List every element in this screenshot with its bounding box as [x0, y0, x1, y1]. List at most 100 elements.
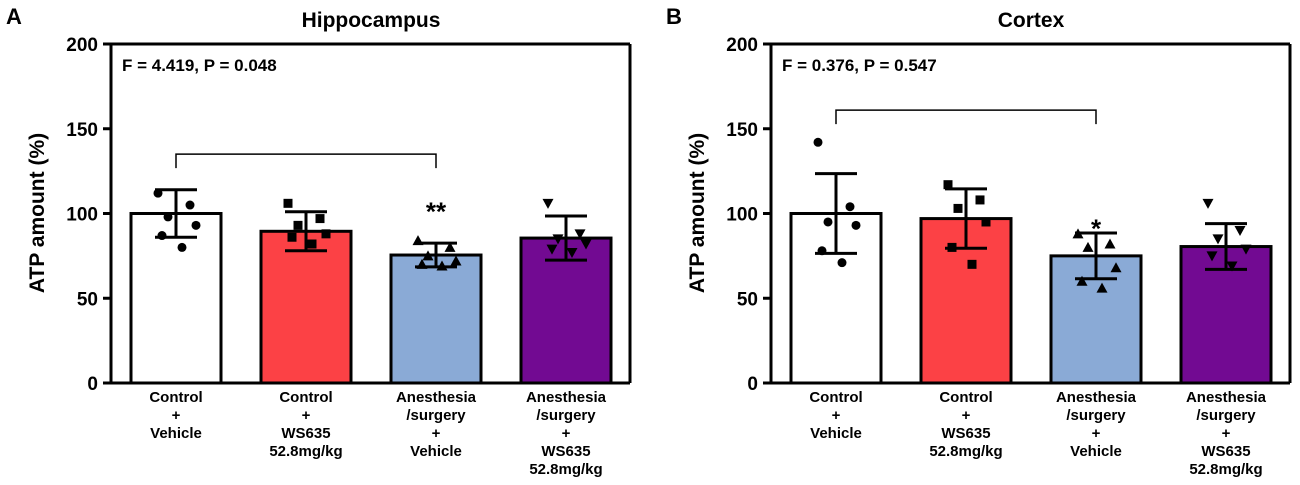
x-tick-label-line: Vehicle: [1070, 443, 1122, 460]
data-point: [546, 244, 558, 255]
data-point: [416, 258, 428, 269]
data-point: [837, 258, 847, 268]
y-tick-label: 200: [66, 35, 98, 56]
bar-1: [129, 212, 223, 385]
data-point: [191, 220, 201, 230]
x-tick-label-line: Vehicle: [810, 425, 862, 442]
data-point: [1082, 241, 1094, 252]
data-point: [817, 246, 827, 256]
x-tick-label-line: 52.8mg/kg: [269, 443, 342, 460]
panel-a: A Hippocampus F = 4.419, P = 0.048 ATP a…: [6, 4, 632, 478]
x-tick-label-line: Control: [149, 389, 202, 406]
x-tick-label-line: 52.8mg/kg: [529, 461, 602, 478]
data-point: [1096, 282, 1108, 293]
data-point: [153, 188, 163, 198]
data-point: [287, 232, 297, 242]
x-tick-label: Anesthesia/surgery + Vehicle: [1056, 389, 1137, 460]
data-point: [953, 203, 963, 213]
x-tick-label-line: Anesthesia: [396, 389, 477, 406]
x-tick-label-line: WS635: [1201, 443, 1250, 460]
x-tick-label-line: +: [562, 425, 571, 442]
data-point: [293, 220, 303, 230]
data-point: [321, 229, 331, 239]
data-point: [1072, 228, 1084, 239]
x-tick-label: Control + WS635 52.8mg/kg: [929, 389, 1002, 460]
data-point: [1212, 234, 1224, 245]
x-tick-label-line: +: [172, 407, 181, 424]
data-point: [444, 241, 456, 252]
data-point: [1104, 238, 1116, 249]
y-axis-label: ATP amount (%): [686, 133, 709, 293]
data-point: [813, 137, 823, 147]
data-point: [412, 235, 424, 246]
x-tick-label-line: Anesthesia: [1186, 389, 1267, 406]
y-tick-label: 150: [726, 120, 758, 141]
data-point: [851, 220, 861, 230]
y-tick-label: 50: [737, 289, 758, 310]
data-point: [552, 234, 564, 245]
data-point: [307, 239, 317, 249]
data-point: [1076, 275, 1088, 286]
significance-marker: *: [1091, 214, 1102, 244]
x-tick-label-line: Vehicle: [410, 443, 462, 460]
data-point: [283, 198, 293, 208]
y-tick-label: 150: [66, 120, 98, 141]
x-tick-label-line: 52.8mg/kg: [929, 443, 1002, 460]
x-tick-label: Anesthesia/surgery + Vehicle: [396, 389, 477, 460]
y-axis-label: ATP amount (%): [26, 133, 49, 293]
data-point: [1240, 244, 1252, 255]
x-tick-label-line: Anesthesia: [1056, 389, 1137, 406]
data-point: [1206, 251, 1218, 262]
data-point: [845, 202, 855, 212]
x-tick-label-line: /surgery: [1196, 407, 1256, 424]
x-tick-label-line: +: [832, 407, 841, 424]
data-point: [823, 217, 833, 227]
chart-title-hippocampus: Hippocampus: [302, 9, 441, 32]
data-point: [542, 198, 554, 209]
data-point: [574, 229, 586, 240]
statistic-text: F = 4.419, P = 0.048: [122, 56, 277, 75]
data-point: [422, 250, 434, 261]
x-tick-label-line: +: [962, 407, 971, 424]
significance-marker: **: [426, 197, 447, 227]
data-point: [450, 255, 462, 266]
panel-letter-b: B: [666, 4, 682, 29]
data-point: [157, 231, 167, 241]
y-tick-label: 200: [726, 35, 758, 56]
bar-3: [389, 253, 483, 385]
x-tick-label: Control + Vehicle: [149, 389, 202, 442]
data-point: [975, 195, 985, 205]
data-point: [163, 212, 173, 222]
x-tick-label-line: +: [1222, 425, 1231, 442]
data-point: [177, 242, 187, 252]
y-tick-label: 100: [66, 205, 98, 226]
y-tick-label: 0: [747, 374, 758, 395]
data-point: [566, 247, 578, 258]
x-tick-label-line: Anesthesia: [526, 389, 607, 406]
data-point: [315, 214, 325, 224]
x-tick-label-line: WS635: [281, 425, 330, 442]
x-tick-label-line: 52.8mg/kg: [1189, 461, 1262, 478]
panel-letter-a: A: [6, 4, 22, 29]
x-tick-label-line: +: [432, 425, 441, 442]
chart-title-cortex: Cortex: [998, 9, 1065, 32]
x-tick-label-line: /surgery: [406, 407, 466, 424]
data-point: [1226, 261, 1238, 272]
bar-4: [519, 236, 613, 385]
x-tick-label-line: /surgery: [536, 407, 596, 424]
x-tick-label-line: /surgery: [1066, 407, 1126, 424]
data-point: [947, 242, 957, 252]
x-tick-label-line: WS635: [541, 443, 590, 460]
data-point: [967, 259, 977, 269]
x-tick-label-line: Control: [809, 389, 862, 406]
comparison-bracket: [835, 109, 1097, 125]
comparison-bracket: [175, 153, 437, 169]
y-tick-label: 100: [726, 205, 758, 226]
data-point: [436, 260, 448, 271]
statistic-text: F = 0.376, P = 0.547: [782, 56, 937, 75]
bar-2: [259, 229, 353, 385]
panel-b: B Cortex F = 0.376, P = 0.547 ATP amount…: [666, 4, 1292, 478]
y-tick-label: 0: [87, 374, 98, 395]
x-tick-label-line: +: [302, 407, 311, 424]
